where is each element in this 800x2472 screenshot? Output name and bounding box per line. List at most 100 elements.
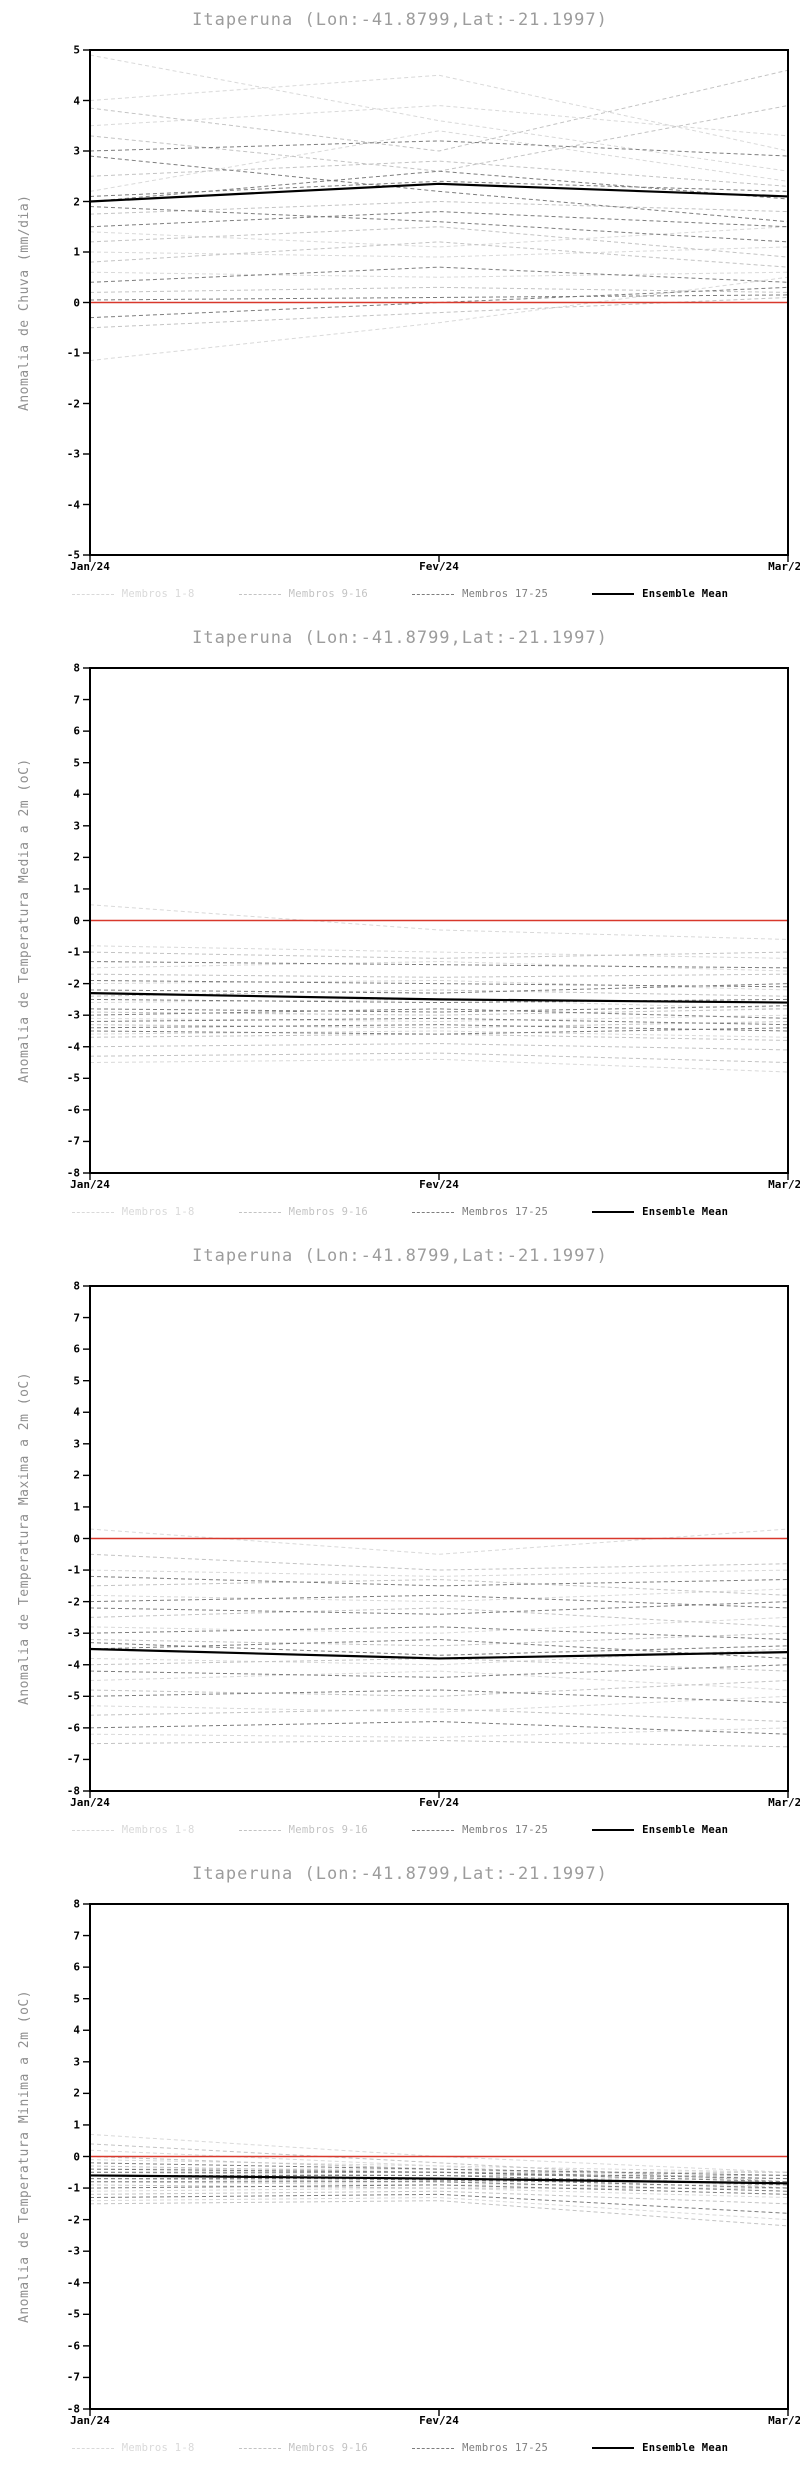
y-tick-label: -7 (66, 2370, 80, 2384)
y-tick-label: 8 (73, 1897, 80, 1911)
y-tick-label: 0 (73, 1532, 80, 1545)
plot-area (83, 1903, 789, 2416)
legend-line-sample (592, 2447, 635, 2449)
y-tick-label: -5 (66, 1689, 80, 1703)
y-tick-label: 2 (73, 195, 80, 208)
legend-item-members-9-16: Membros 9-16 (238, 2442, 369, 2454)
y-tick-label: 0 (73, 2150, 80, 2163)
y-tick-label: 2 (73, 1468, 80, 1482)
y-axis-tick-labels: 8 7 6 5 4 3 2 1 0 -1 -2 -3 -4 -5 -6 -7 -8 (0, 662, 80, 1180)
y-tick-label: -3 (66, 2244, 80, 2258)
y-tick-label: 2 (73, 2086, 80, 2100)
y-tick-label: 4 (73, 2023, 80, 2037)
legend-label: Membros 9-16 (288, 588, 369, 600)
x-tick-label: Fev/24 (419, 1178, 459, 1191)
plot-canvas (83, 49, 789, 562)
y-tick-label: 1 (73, 245, 80, 259)
chart-title: Itaperuna (Lon:-41.8799,Lat:-21.1997) (192, 628, 608, 648)
y-tick-label: 1 (73, 2118, 80, 2132)
x-tick-label: Mar/24 (768, 560, 800, 573)
x-tick-label: Jan/24 (70, 1178, 110, 1191)
y-tick-label: -4 (66, 498, 80, 511)
legend-line-sample (412, 1211, 455, 1213)
y-tick-label: -7 (66, 1752, 80, 1766)
legend-label: Membros 1-8 (121, 588, 195, 600)
legend-line-sample (71, 1829, 114, 1831)
y-tick-label: 3 (73, 144, 80, 158)
legend-item-members-1-8: Membros 1-8 (71, 2442, 195, 2454)
y-tick-label: -6 (66, 1103, 80, 1117)
legend-item-members-17-25: Membros 17-25 (412, 588, 548, 600)
x-tick-label: Fev/24 (419, 1796, 459, 1809)
x-tick-label: Jan/24 (70, 2414, 110, 2427)
chart-rain-anomaly: Itaperuna (Lon:-41.8799,Lat:-21.1997) An… (0, 0, 800, 618)
legend-item-ensemble-mean: Ensemble Mean (592, 1206, 728, 1218)
legend-line-sample (238, 1829, 281, 1831)
y-axis-tick-labels: 5 4 3 2 1 0 -1 -2 -3 -4 -5 (0, 44, 80, 562)
legend-label: Ensemble Mean (642, 1206, 729, 1218)
x-tick-label: Mar/24 (768, 1796, 800, 1809)
y-tick-label: -3 (66, 1626, 80, 1640)
legend-label: Membros 9-16 (288, 1206, 369, 1218)
y-tick-label: -8 (66, 1166, 80, 1180)
legend-line-sample (238, 2447, 281, 2449)
y-tick-label: 5 (73, 43, 80, 57)
y-tick-label: -8 (66, 1784, 80, 1798)
legend-line-sample (238, 593, 281, 595)
y-axis-tick-labels: 8 7 6 5 4 3 2 1 0 -1 -2 -3 -4 -5 -6 -7 -8 (0, 1898, 80, 2416)
y-tick-label: 2 (73, 850, 80, 864)
chart-max-temp-anomaly: Itaperuna (Lon:-41.8799,Lat:-21.1997) An… (0, 1236, 800, 1854)
y-tick-label: -3 (66, 447, 80, 461)
plot-area (83, 1285, 789, 1798)
y-tick-label: 6 (73, 724, 80, 738)
legend-label: Membros 9-16 (288, 2442, 369, 2454)
y-tick-label: 5 (73, 1374, 80, 1388)
y-tick-label: -1 (66, 2181, 80, 2195)
legend-line-sample (412, 593, 455, 595)
y-tick-label: -2 (66, 397, 80, 410)
y-tick-label: 7 (73, 693, 80, 707)
y-tick-label: -4 (66, 1040, 80, 1054)
chart-title: Itaperuna (Lon:-41.8799,Lat:-21.1997) (192, 1864, 608, 1884)
plot-canvas (83, 1285, 789, 1798)
y-tick-label: 6 (73, 1960, 80, 1974)
legend-line-sample (71, 2447, 114, 2449)
y-tick-label: -2 (66, 2213, 80, 2227)
y-tick-label: -8 (66, 2402, 80, 2416)
y-tick-label: 7 (73, 1929, 80, 1943)
legend: Membros 1-8 Membros 9-16 Membros 17-25 E… (0, 588, 800, 600)
y-tick-label: 3 (73, 1437, 80, 1451)
y-tick-label: 6 (73, 1342, 80, 1356)
legend-label: Membros 9-16 (288, 1824, 369, 1836)
legend-line-sample (412, 2447, 455, 2449)
legend-line-sample (71, 1211, 114, 1213)
legend-line-sample (71, 593, 114, 595)
y-tick-label: -5 (66, 1071, 80, 1085)
plot-area (83, 667, 789, 1180)
y-tick-label: 4 (73, 1405, 80, 1419)
legend-label: Membros 17-25 (462, 2442, 549, 2454)
y-tick-label: -1 (66, 945, 80, 959)
legend-label: Ensemble Mean (642, 2442, 729, 2454)
legend-item-members-17-25: Membros 17-25 (412, 1824, 548, 1836)
legend-line-sample (592, 593, 635, 595)
legend-label: Membros 17-25 (462, 588, 549, 600)
y-axis-tick-labels: 8 7 6 5 4 3 2 1 0 -1 -2 -3 -4 -5 -6 -7 -8 (0, 1280, 80, 1798)
y-tick-label: -5 (66, 2307, 80, 2321)
x-tick-label: Fev/24 (419, 560, 459, 573)
chart-title: Itaperuna (Lon:-41.8799,Lat:-21.1997) (192, 1246, 608, 1266)
legend-item-members-17-25: Membros 17-25 (412, 2442, 548, 2454)
legend-label: Membros 1-8 (121, 1206, 195, 1218)
legend-item-ensemble-mean: Ensemble Mean (592, 1824, 728, 1836)
y-tick-label: -2 (66, 1595, 80, 1609)
legend-item-members-9-16: Membros 9-16 (238, 1824, 369, 1836)
y-tick-label: 0 (73, 296, 80, 309)
chart-min-temp-anomaly: Itaperuna (Lon:-41.8799,Lat:-21.1997) An… (0, 1854, 800, 2472)
x-axis-tick-labels: Jan/24 Fev/24 Mar/24 (70, 2414, 800, 2428)
y-tick-label: 8 (73, 1279, 80, 1293)
y-tick-label: -7 (66, 1134, 80, 1148)
y-tick-label: -6 (66, 1721, 80, 1735)
x-axis-tick-labels: Jan/24 Fev/24 Mar/24 (70, 1796, 800, 1810)
chart-title: Itaperuna (Lon:-41.8799,Lat:-21.1997) (192, 10, 608, 30)
legend-label: Membros 1-8 (121, 2442, 195, 2454)
